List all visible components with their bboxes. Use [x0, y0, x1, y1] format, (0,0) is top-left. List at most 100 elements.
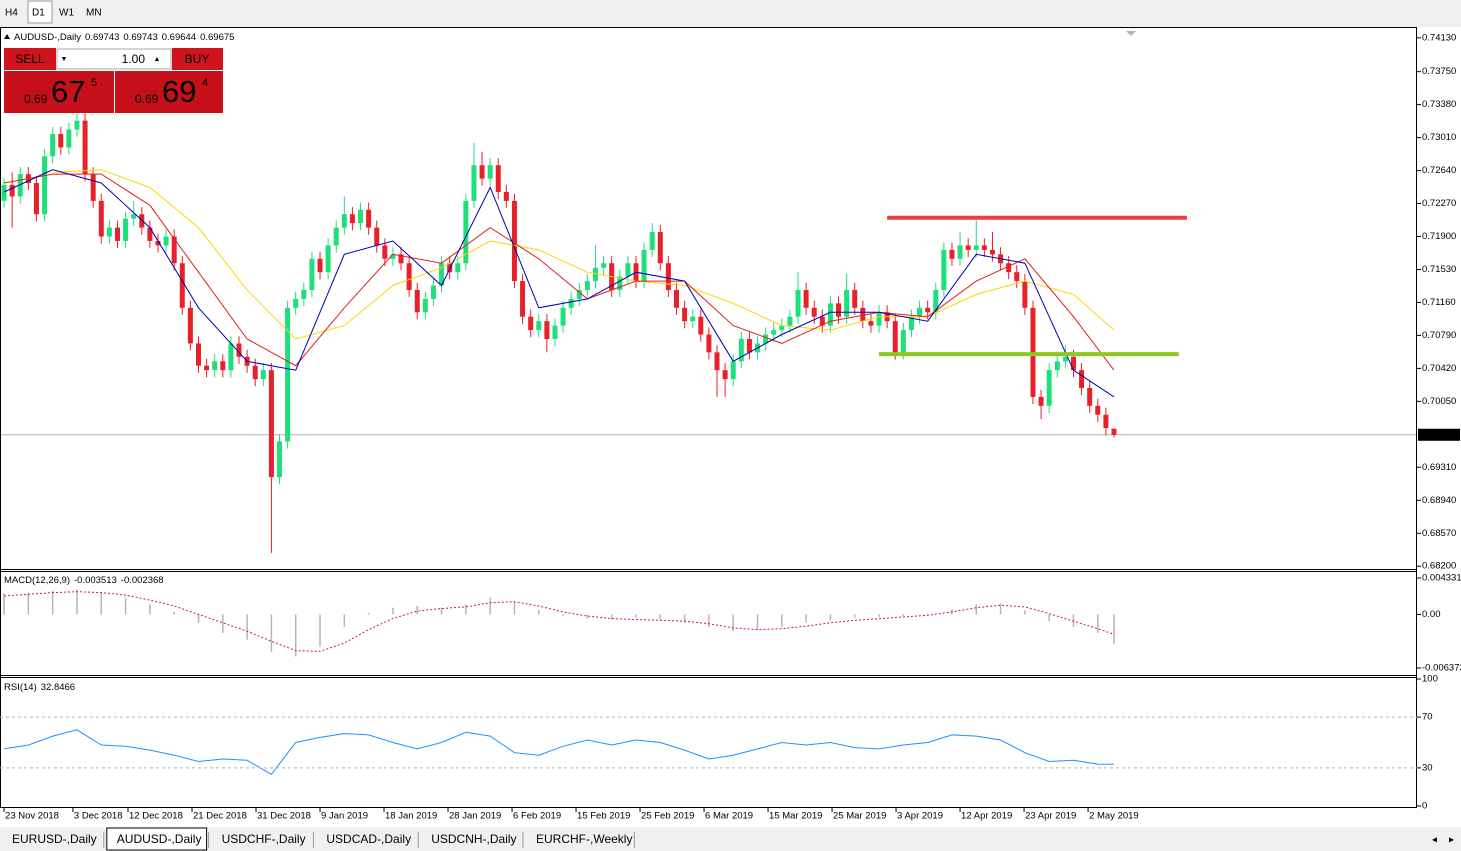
symbol-tab[interactable]: USDCAD-,Daily: [326, 832, 411, 846]
candle-body: [1087, 388, 1093, 406]
shift-marker: [1126, 31, 1136, 36]
ohlc-value: 0.69743: [123, 32, 157, 43]
collapse-icon: [4, 34, 10, 39]
symbol-tab[interactable]: USDCHF-,Daily: [222, 832, 306, 846]
candle-body: [33, 183, 39, 215]
timeframe-button[interactable]: W1: [59, 8, 74, 19]
candle-body: [317, 258, 323, 273]
candle-body: [746, 338, 752, 353]
lot-value[interactable]: 1.00: [122, 52, 146, 66]
candle-body: [341, 214, 347, 228]
candle-body: [455, 263, 461, 273]
symbol-tab[interactable]: AUDUSD-,Daily: [117, 832, 202, 846]
candle-body: [228, 343, 234, 371]
y-tick-label: 0.69310: [1422, 462, 1456, 473]
candle-body: [333, 227, 339, 246]
y-tick-label: 0.71900: [1422, 231, 1456, 242]
candle-body: [698, 316, 704, 335]
macd-signal: [4, 591, 1115, 652]
candle-body: [908, 316, 914, 331]
timeframe-active: [27, 0, 53, 24]
candle-body: [584, 281, 590, 290]
candle-body: [957, 245, 963, 259]
price-pips: 67: [51, 74, 85, 109]
ohlc-value: 0.69644: [162, 32, 196, 43]
ohlc-value: 0.69675: [200, 32, 234, 43]
y-tick-label: 0.74130: [1422, 32, 1456, 43]
x-tick-label: 15 Feb 2019: [577, 811, 630, 822]
lot-up[interactable]: ▲: [154, 56, 161, 63]
buy-label[interactable]: BUY: [185, 52, 210, 66]
candle-body: [277, 441, 283, 478]
candle-body: [147, 227, 153, 241]
y-tick-label: 0.68570: [1422, 528, 1456, 539]
buy-button[interactable]: [172, 48, 223, 70]
candle-body: [212, 361, 218, 371]
sell-label[interactable]: SELL: [15, 52, 45, 66]
chart-header: AUDUSD-,Daily 0.69743 0.69743 0.69644 0.6967…: [14, 32, 234, 43]
lot-down[interactable]: ▼: [61, 56, 68, 63]
indicator-header: RSI(14) 32.8466: [4, 682, 75, 693]
price-box[interactable]: [115, 71, 223, 113]
candle-body: [852, 289, 858, 308]
candle-body: [738, 338, 744, 362]
ohlc-value: 0.69743: [85, 32, 119, 43]
symbol-tab[interactable]: USDCNH-,Daily: [431, 832, 516, 846]
candle-body: [187, 307, 193, 344]
rsi-line: [4, 729, 1115, 775]
candle-body: [163, 236, 169, 246]
candle-body: [576, 289, 582, 299]
chart-frame: [0, 27, 1417, 808]
timeframe-button[interactable]: D1: [32, 8, 45, 19]
candle-body: [1111, 428, 1117, 435]
x-tick-label: 3 Apr 2019: [897, 811, 943, 822]
candle-body: [973, 245, 979, 250]
price-fraction: 4: [202, 77, 208, 89]
timeframe-button[interactable]: H4: [5, 8, 18, 19]
x-tick-label: 12 Dec 2018: [129, 811, 183, 822]
last-price-label: 0.69675: [1421, 429, 1455, 440]
toolbar: [0, 0, 1461, 26]
candle-body: [592, 267, 598, 282]
candle-body: [836, 303, 842, 317]
candle-body: [876, 312, 882, 326]
scroll-right[interactable]: ▸: [1449, 835, 1454, 846]
candle-body: [1070, 356, 1076, 371]
x-tick-label: 31 Dec 2018: [257, 811, 311, 822]
scroll-left[interactable]: ◂: [1432, 835, 1437, 846]
candle-body: [641, 249, 647, 282]
symbol-title: AUDUSD-,Daily: [14, 32, 81, 43]
candle-body: [98, 200, 104, 237]
moving-average: [52, 169, 1115, 340]
y-tick-label: 0.68940: [1422, 495, 1456, 506]
symbol-tab[interactable]: EURCHF-,Weekly: [536, 832, 632, 846]
x-tick-label: 6 Feb 2019: [513, 811, 561, 822]
indicator-title: MACD(12,26,9): [4, 575, 70, 586]
price-big: 0.69: [135, 92, 159, 106]
candle-body: [430, 285, 436, 299]
y-tick-label: 0.73380: [1422, 99, 1456, 110]
candle-body: [989, 249, 995, 255]
candle-body: [714, 352, 720, 371]
y-tick-label: 0.72270: [1422, 198, 1456, 209]
indicator-value: -0.002368: [121, 575, 164, 586]
indicator-title: RSI(14): [4, 682, 37, 693]
symbol-tab[interactable]: EURUSD-,Daily: [12, 832, 97, 846]
price-box[interactable]: [4, 71, 114, 113]
sell-button[interactable]: [4, 48, 56, 70]
candle-body: [106, 227, 112, 237]
lot-input[interactable]: [56, 48, 172, 70]
candle-body: [1, 184, 7, 201]
y-tick-label: 0.70790: [1422, 330, 1456, 341]
y-tick-label: 0.73010: [1422, 132, 1456, 143]
candle-body: [771, 330, 777, 335]
candle-body: [487, 165, 493, 179]
candle-body: [617, 276, 623, 290]
indicator-value: -0.003513: [74, 575, 117, 586]
candle-body: [844, 289, 850, 317]
price-fraction: 5: [91, 77, 97, 89]
timeframe-button[interactable]: MN: [86, 8, 102, 19]
candle-body: [447, 263, 453, 273]
